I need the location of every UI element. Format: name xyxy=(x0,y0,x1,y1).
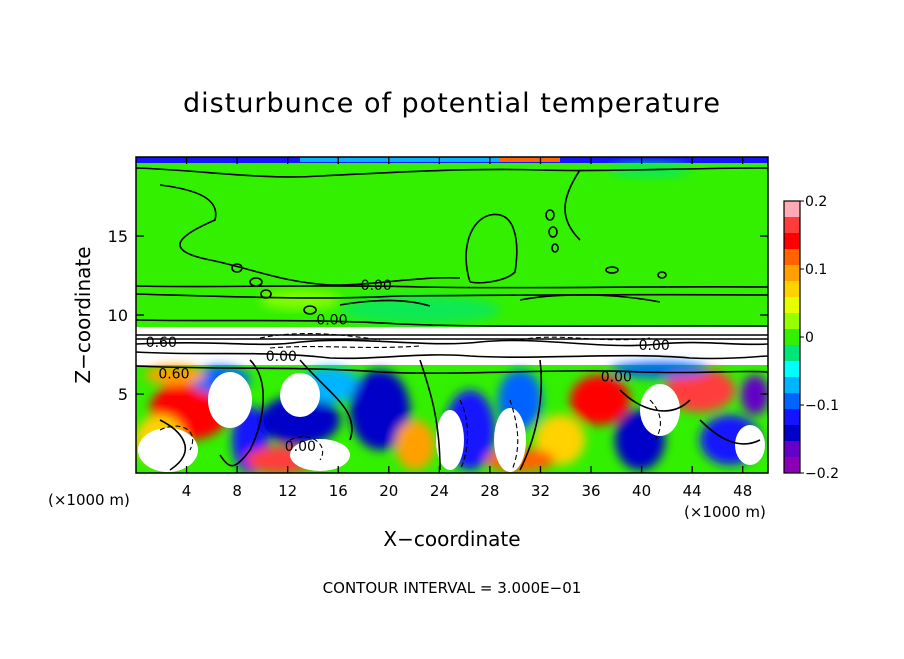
field-top-strip-red xyxy=(500,157,560,162)
contour-label: 0.00 xyxy=(601,370,632,386)
field-top-strip-light xyxy=(300,157,500,162)
contour-labels: 0.00 0.00 0.60 0.60 0.00 0.00 0.00 0.00 xyxy=(146,278,670,455)
colorbar-segment xyxy=(784,457,800,474)
contour-lines xyxy=(136,167,768,471)
x-tick-label: 48 xyxy=(733,482,752,500)
x-axis-ticks: 4 8 12 16 20 24 28 32 36 40 44 48 xyxy=(182,157,752,500)
x-tick-label: 12 xyxy=(278,482,297,500)
colorbar-segment xyxy=(784,441,800,458)
x-axis-unit-right: (×1000 m) xyxy=(684,503,766,521)
colorbar-segment xyxy=(784,265,800,282)
colorbar-segment xyxy=(784,217,800,234)
contour-label: 0.00 xyxy=(639,338,670,354)
colorbar-segment xyxy=(784,409,800,426)
x-tick-label: 16 xyxy=(329,482,348,500)
colorbar-segment xyxy=(784,329,800,346)
colorbar-tick-label: 0 xyxy=(805,330,814,346)
colorbar-segment xyxy=(784,313,800,330)
colorbar-segment xyxy=(784,281,800,298)
x-axis-label: X−coordinate xyxy=(383,527,520,551)
y-tick-label: 5 xyxy=(118,385,128,404)
x-tick-label: 32 xyxy=(531,482,550,500)
contour-interval-footer: CONTOUR INTERVAL = 3.000E−01 xyxy=(323,579,582,597)
colorbar-segment xyxy=(784,377,800,394)
colorbar-segment xyxy=(784,201,800,218)
x-tick-label: 28 xyxy=(480,482,499,500)
y-tick-label: 10 xyxy=(108,306,128,325)
y-axis-label: Z−coordinate xyxy=(71,246,95,383)
colorbar-segment xyxy=(784,425,800,442)
x-tick-label: 4 xyxy=(182,482,192,500)
y-axis-ticks: 5 10 15 xyxy=(108,227,768,404)
colorbar-segment xyxy=(784,393,800,410)
x-axis-unit-left: (×1000 m) xyxy=(48,491,130,509)
colorbar-segment xyxy=(784,249,800,266)
contour-label: 0.60 xyxy=(158,366,189,382)
heatmap-field xyxy=(136,157,768,473)
colorbar-segment xyxy=(784,361,800,378)
contour-label: 0.00 xyxy=(361,278,392,294)
x-tick-label: 8 xyxy=(232,482,242,500)
x-tick-label: 24 xyxy=(430,482,449,500)
colorbar-segment xyxy=(784,297,800,314)
field-patch xyxy=(340,296,500,324)
contour-lines-dashed xyxy=(159,332,661,471)
colorbar-segment xyxy=(784,345,800,362)
x-tick-label: 44 xyxy=(683,482,702,500)
field-tropopause-band xyxy=(136,327,768,367)
chart-title: disturbunce of potential temperature xyxy=(183,88,721,119)
x-tick-label: 40 xyxy=(632,482,651,500)
colorbar-segment xyxy=(784,233,800,250)
colorbar-tick-label: −0.1 xyxy=(805,398,839,414)
contour-label: 0.00 xyxy=(316,313,347,329)
contour-label: 0.60 xyxy=(146,335,177,351)
contour-label: 0.00 xyxy=(266,349,297,365)
y-tick-label: 15 xyxy=(108,227,128,246)
colorbar-tick-label: −0.2 xyxy=(805,466,839,482)
colorbar-ticks: 0.2 0.1 0 −0.1 −0.2 xyxy=(800,194,839,482)
field-patch xyxy=(260,290,340,310)
x-tick-label: 20 xyxy=(379,482,398,500)
x-tick-label: 36 xyxy=(581,482,600,500)
colorbar-tick-label: 0.2 xyxy=(805,194,827,210)
contour-label: 0.00 xyxy=(285,439,316,455)
colorbar-tick-label: 0.1 xyxy=(805,262,827,278)
colorbar xyxy=(783,200,801,474)
